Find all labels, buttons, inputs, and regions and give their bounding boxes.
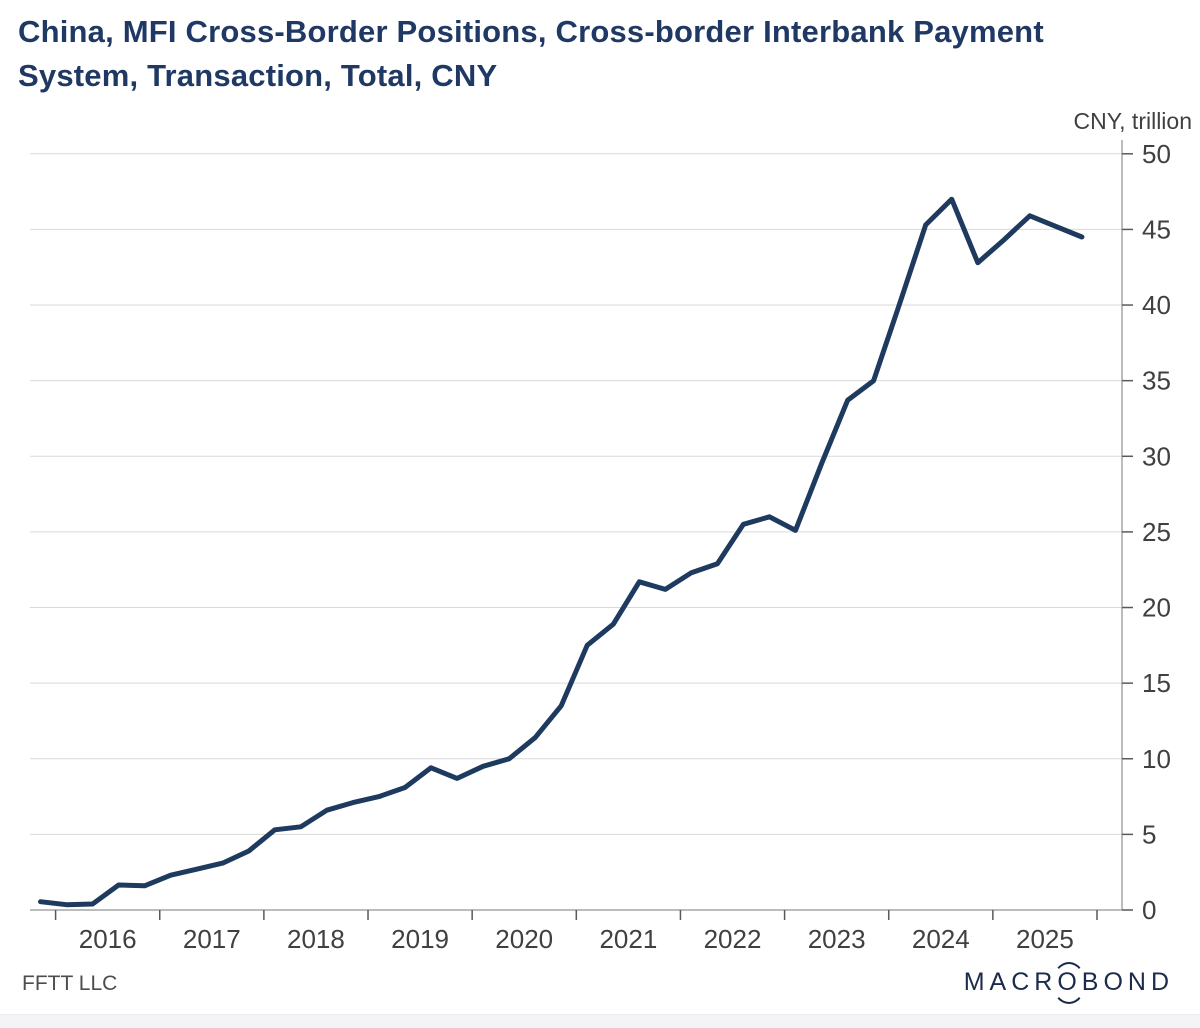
- x-axis-year-label: 2016: [79, 924, 137, 954]
- y-axis-unit-label: CNY, trillion: [1073, 108, 1192, 134]
- y-axis-tick-label: 15: [1142, 668, 1171, 698]
- data-series-line: [38, 196, 1085, 908]
- y-axis-tick-label: 25: [1142, 517, 1171, 547]
- y-axis-tick-label: 35: [1142, 366, 1171, 396]
- chart-title: China, MFI Cross-Border Positions, Cross…: [18, 14, 1044, 94]
- y-axis-tick-label: 5: [1142, 819, 1156, 849]
- source-label: FFTT LLC: [22, 972, 118, 995]
- x-axis-year-label: 2019: [391, 924, 449, 954]
- y-axis-tick-label: 45: [1142, 214, 1171, 244]
- x-axis-year-label: 2018: [287, 924, 345, 954]
- y-axis-tick-label: 30: [1142, 441, 1171, 471]
- macrobond-logo-ring-o: O: [1057, 968, 1082, 996]
- x-axis-year-label: 2017: [183, 924, 241, 954]
- y-axis-tick-label: 0: [1142, 895, 1156, 925]
- x-axis-year-label: 2021: [599, 924, 657, 954]
- x-axis-year-label: 2025: [1016, 924, 1074, 954]
- macrobond-logo-prefix: MACR: [963, 968, 1058, 996]
- macrobond-logo-suffix: BOND: [1081, 968, 1174, 996]
- x-axis-year-label: 2023: [808, 924, 866, 954]
- y-axis-tick-label: 10: [1142, 744, 1171, 774]
- y-axis-tick-label: 50: [1142, 139, 1171, 169]
- y-axis-tick-label: 40: [1142, 290, 1171, 320]
- macrobond-logo: MACROBOND: [964, 968, 1174, 997]
- x-axis-year-label: 2020: [495, 924, 553, 954]
- bottom-strip: [0, 1014, 1200, 1028]
- x-axis-year-label: 2022: [704, 924, 762, 954]
- y-axis-tick-label: 20: [1142, 593, 1171, 623]
- x-axis-year-label: 2024: [912, 924, 970, 954]
